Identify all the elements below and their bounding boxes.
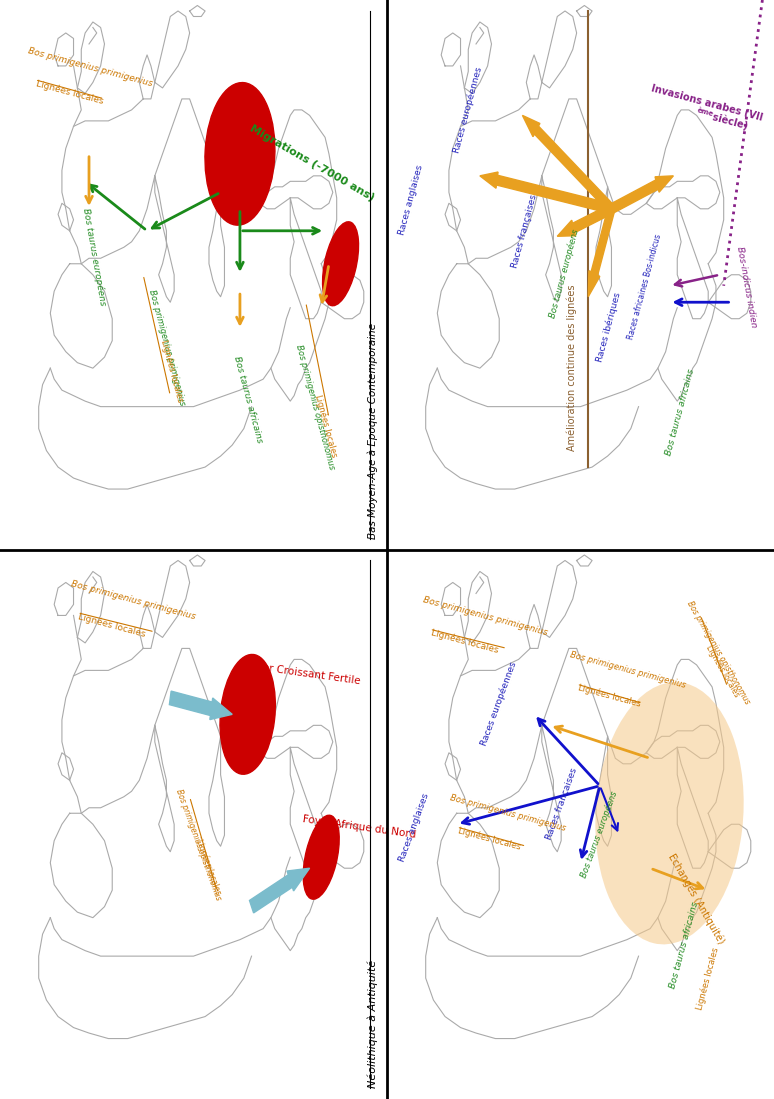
Text: Bos taurus européens: Bos taurus européens bbox=[548, 227, 581, 319]
Text: Néolithique à Antiquité: Néolithique à Antiquité bbox=[368, 959, 378, 1088]
Text: ème: ème bbox=[697, 107, 714, 116]
FancyArrow shape bbox=[557, 204, 613, 236]
Text: Bos primigenius primigenius: Bos primigenius primigenius bbox=[569, 651, 687, 690]
Text: Bos taurus africains: Bos taurus africains bbox=[665, 367, 697, 456]
Ellipse shape bbox=[205, 82, 275, 225]
Text: Races françaises: Races françaises bbox=[545, 766, 580, 841]
Text: Lignées locales: Lignées locales bbox=[159, 338, 184, 403]
Ellipse shape bbox=[595, 682, 744, 944]
FancyArrow shape bbox=[522, 115, 614, 213]
Ellipse shape bbox=[303, 815, 339, 899]
FancyArrow shape bbox=[588, 207, 615, 297]
Text: Races françaises: Races françaises bbox=[510, 193, 538, 269]
Ellipse shape bbox=[323, 222, 358, 306]
Ellipse shape bbox=[220, 654, 276, 775]
Text: Lignées locales: Lignées locales bbox=[577, 684, 642, 709]
Text: siècle): siècle) bbox=[708, 111, 749, 131]
Text: Bos primigenius primigenius: Bos primigenius primigenius bbox=[70, 579, 197, 621]
Text: Foyer Croissant Fertile: Foyer Croissant Fertile bbox=[244, 660, 361, 687]
FancyArrow shape bbox=[480, 173, 612, 213]
Text: Migrations (-7000 ans): Migrations (-7000 ans) bbox=[248, 123, 375, 203]
Text: Races européennes: Races européennes bbox=[451, 66, 484, 154]
Text: Bos primigenius primigenius: Bos primigenius primigenius bbox=[449, 793, 567, 833]
Text: Foyer Afrique du Nord: Foyer Afrique du Nord bbox=[302, 814, 416, 840]
FancyArrow shape bbox=[610, 176, 673, 213]
Text: Lignées locales: Lignées locales bbox=[35, 79, 104, 106]
Text: Echanges (Antiquité): Echanges (Antiquité) bbox=[666, 852, 726, 946]
Text: Lignées locales: Lignées locales bbox=[695, 946, 721, 1011]
Text: Bos taurus africains: Bos taurus africains bbox=[669, 900, 700, 989]
Text: Invasions arabes (VII: Invasions arabes (VII bbox=[650, 84, 764, 123]
Text: Races européennes: Races européennes bbox=[478, 660, 518, 747]
Text: Lignées locales: Lignées locales bbox=[704, 644, 741, 699]
Text: Races anglaises: Races anglaises bbox=[398, 791, 431, 863]
Text: Bos taurus africains: Bos taurus africains bbox=[232, 355, 264, 444]
Text: Races anglaises: Races anglaises bbox=[398, 164, 425, 236]
Text: Bos primigenius opisthonomus: Bos primigenius opisthonomus bbox=[294, 344, 336, 470]
Text: Bos primigenius primigenius: Bos primigenius primigenius bbox=[27, 46, 154, 88]
Text: Lignées locales: Lignées locales bbox=[457, 826, 522, 852]
FancyArrow shape bbox=[249, 868, 310, 913]
Text: Races ibériques: Races ibériques bbox=[594, 291, 622, 363]
Text: Bos primigenius primigenius: Bos primigenius primigenius bbox=[422, 596, 549, 637]
Text: Bos-indicus indien: Bos-indicus indien bbox=[735, 246, 759, 329]
Text: Races africaines Bos-indicus: Races africaines Bos-indicus bbox=[626, 233, 663, 341]
Text: Bas Moyen-Age à Epoque Contemporaine: Bas Moyen-Age à Epoque Contemporaine bbox=[368, 322, 378, 539]
FancyArrow shape bbox=[170, 691, 232, 720]
Text: Lignées locales: Lignées locales bbox=[313, 393, 339, 458]
Text: Bos taurus européens: Bos taurus européens bbox=[81, 207, 108, 307]
Text: Lignées locales: Lignées locales bbox=[77, 612, 147, 639]
Text: Bos primigenius opisthonomus: Bos primigenius opisthonomus bbox=[685, 600, 752, 707]
Text: Lignées locales: Lignées locales bbox=[194, 837, 222, 896]
Text: Bos primigenius opisthonomus: Bos primigenius opisthonomus bbox=[174, 788, 223, 902]
Text: Lignées locales: Lignées locales bbox=[430, 629, 499, 655]
Text: Bos taurus européens: Bos taurus européens bbox=[579, 790, 619, 879]
Text: Bos primigenius primigenius: Bos primigenius primigenius bbox=[147, 289, 187, 407]
Text: Amélioration continue des lignées: Amélioration continue des lignées bbox=[566, 284, 577, 451]
